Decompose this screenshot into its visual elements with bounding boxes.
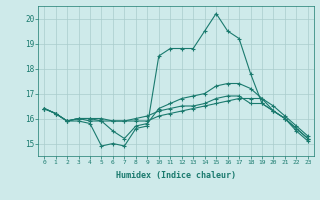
X-axis label: Humidex (Indice chaleur): Humidex (Indice chaleur)	[116, 171, 236, 180]
